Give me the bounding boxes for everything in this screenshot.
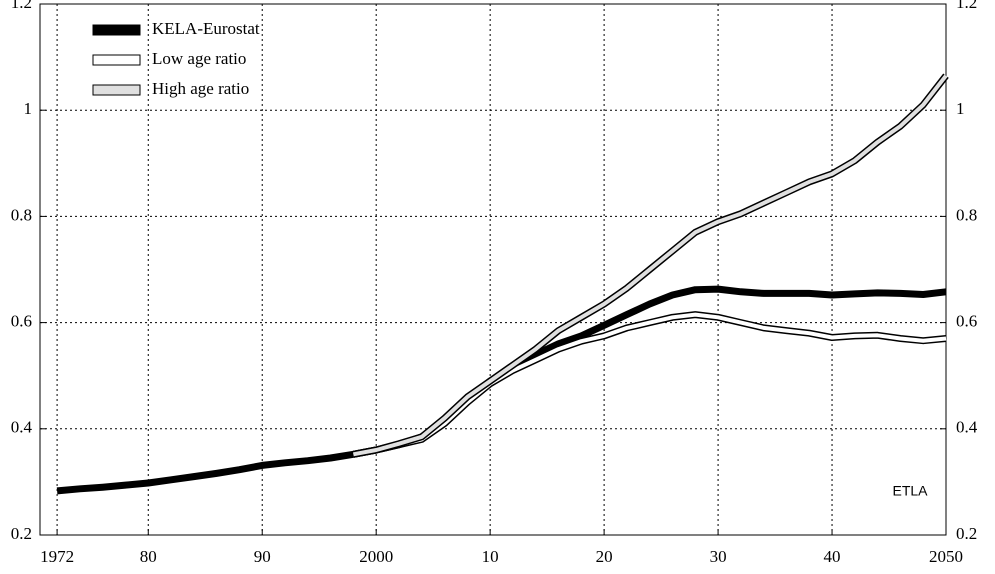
legend-swatch xyxy=(92,24,141,36)
x-tick-label: 10 xyxy=(482,547,499,566)
series-line xyxy=(352,73,949,458)
legend-label: High age ratio xyxy=(152,79,249,98)
x-tick-label: 20 xyxy=(596,547,613,566)
y-tick-label: 0.6 xyxy=(11,312,32,331)
legend-swatch xyxy=(92,54,141,66)
y2-tick-label: 0.2 xyxy=(956,524,977,543)
y-tick-label: 1.2 xyxy=(11,0,32,12)
x-tick-label: 30 xyxy=(710,547,727,566)
plot-frame xyxy=(39,3,947,536)
y2-tick-label: 0.6 xyxy=(956,312,977,331)
series-line-fill xyxy=(353,312,947,457)
y2-tick-label: 1.2 xyxy=(956,0,977,12)
y2-tick-label: 0.8 xyxy=(956,205,977,224)
y-tick-label: 0.2 xyxy=(11,524,32,543)
x-tick-label: 90 xyxy=(254,547,271,566)
y2-tick-label: 1 xyxy=(956,99,965,118)
x-tick-label: 80 xyxy=(140,547,157,566)
legend-label: Low age ratio xyxy=(152,49,246,68)
series-line-fill xyxy=(353,74,948,457)
legend-swatch xyxy=(92,84,141,96)
x-tick-label: 1972 xyxy=(40,547,74,566)
y-tick-label: 0.4 xyxy=(11,418,33,437)
y2-tick-label: 0.4 xyxy=(956,418,978,437)
legend-label: KELA-Eurostat xyxy=(152,19,260,38)
x-tick-label: 2050 xyxy=(929,547,963,566)
y-tick-label: 0.8 xyxy=(11,205,32,224)
y-tick-label: 1 xyxy=(24,99,33,118)
x-tick-label: 2000 xyxy=(359,547,393,566)
annotation: ETLA xyxy=(892,483,928,499)
series-line xyxy=(56,285,947,495)
x-tick-label: 40 xyxy=(824,547,841,566)
